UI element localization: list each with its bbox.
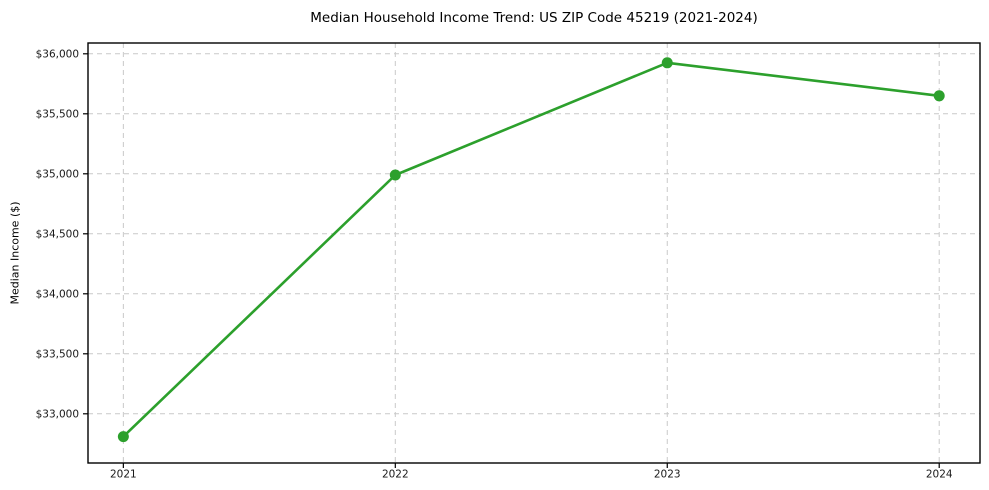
x-tick-label: 2022	[382, 469, 409, 481]
data-point	[933, 90, 945, 102]
y-tick-label: $35,000	[36, 168, 79, 180]
y-tick-label: $33,000	[36, 408, 79, 420]
x-tick-label: 2024	[926, 469, 953, 481]
plot-border	[87, 42, 981, 464]
y-tick-label: $36,000	[36, 48, 79, 60]
x-tick-label: 2023	[654, 469, 681, 481]
x-tick-label: 2021	[110, 469, 137, 481]
y-tick-label: $35,500	[36, 108, 79, 120]
y-tick-label: $33,500	[36, 348, 79, 360]
data-point	[389, 169, 401, 181]
y-tick-label: $34,500	[36, 228, 79, 240]
trend-line	[122, 61, 941, 438]
chart-title: Median Household Income Trend: US ZIP Co…	[310, 10, 758, 26]
y-tick-label: $34,000	[36, 288, 79, 300]
data-point	[661, 57, 673, 69]
data-point	[117, 431, 129, 443]
